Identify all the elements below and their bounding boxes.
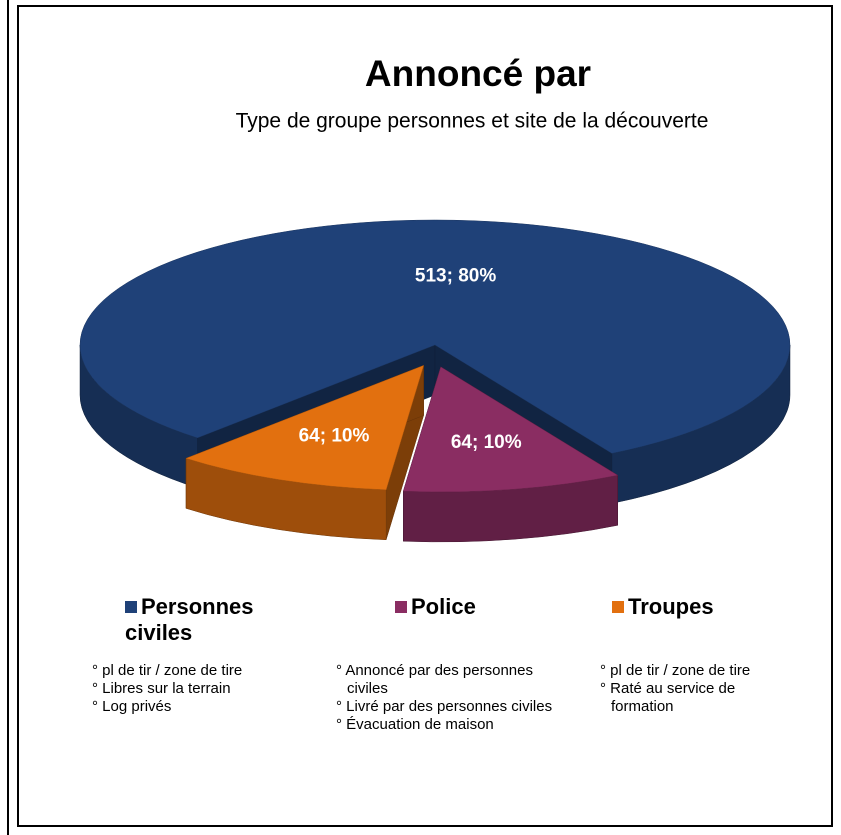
data-label: 64; 10% (299, 425, 370, 446)
legend-item: Personnes civiles (125, 594, 305, 646)
legend-note: ° Évacuation de maison (336, 716, 494, 733)
legend-notes: ° Annoncé par des personnes civiles ° Liv… (336, 662, 576, 734)
data-label: 64; 10% (451, 432, 522, 453)
legend-notes: ° pl de tir / zone de tire ° Libres sur l… (92, 662, 292, 716)
legend-notes: ° pl de tir / zone de tire ° Raté au serv… (600, 662, 800, 716)
legend-label: Police (411, 594, 476, 619)
chart-title: Annoncé par (365, 53, 591, 94)
chart-subtitle: Type de groupe personnes et site de la d… (236, 110, 709, 133)
slice (185, 365, 424, 491)
separator (7, 0, 9, 835)
legend-label: Troupes (628, 594, 714, 619)
legend-swatch (612, 601, 624, 613)
slice (79, 219, 791, 454)
legend-note: ° Libres sur la terrain (92, 680, 231, 697)
legend-note: ° Raté au service de formation (600, 680, 736, 715)
legend-note: ° Annoncé par des personnes civiles (336, 662, 533, 697)
data-label: 513; 80% (415, 266, 496, 287)
legend-note: ° Log privés (92, 698, 172, 715)
legend-note: ° pl de tir / zone de tire (600, 662, 751, 679)
legend-note: ° Livré par des personnes civiles (336, 698, 553, 715)
legend-item: Troupes (612, 594, 792, 620)
legend-note: ° pl de tir / zone de tire (92, 662, 243, 679)
legend-swatch (125, 601, 137, 613)
chart-frame (17, 5, 833, 827)
legend-swatch (395, 601, 407, 613)
legend-item: Police (395, 594, 575, 620)
legend-label: Personnes civiles (125, 594, 254, 645)
slice (402, 366, 619, 493)
